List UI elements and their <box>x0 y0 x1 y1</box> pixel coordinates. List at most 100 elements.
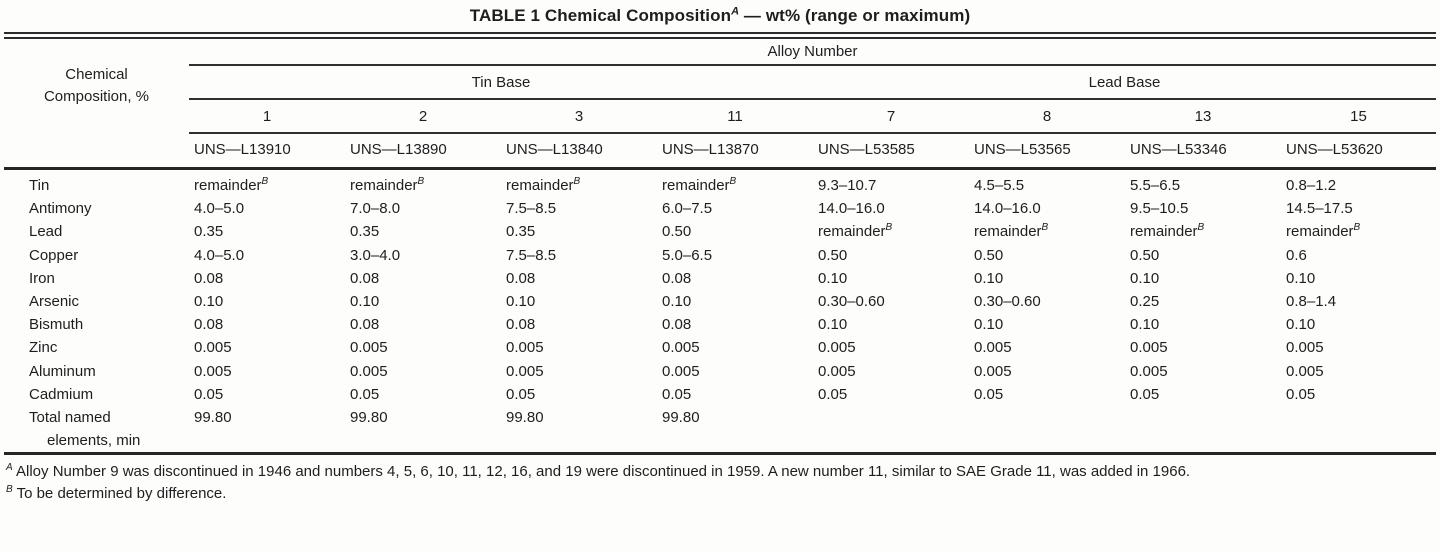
remainder-footnote-ref-b: B <box>573 176 581 187</box>
value-cell: 0.10 <box>974 269 1004 287</box>
value-cell: 0.10 <box>662 293 692 311</box>
value-cell: 0.08 <box>506 269 536 287</box>
alloy-number: 8 <box>969 99 1125 134</box>
value-cell: 7.5–8.5 <box>506 200 557 218</box>
value-cell <box>813 406 969 454</box>
value-cell <box>1281 406 1436 454</box>
value-cell: 0.005 <box>1286 362 1324 380</box>
table-title: TABLE 1 Chemical CompositionA — wt% (ran… <box>0 0 1440 30</box>
title-footnote-ref-a: A <box>731 5 740 18</box>
row-header-label: Chemical Composition, % <box>43 66 150 105</box>
value-cell: 0.50 <box>818 246 848 264</box>
value-cell: 0.35 <box>350 223 380 241</box>
element-label: Zinc <box>4 336 189 359</box>
uns-designation: UNS—L13870 <box>657 133 813 170</box>
value-cell: 0.005 <box>1286 339 1324 357</box>
value-cell: remainderB <box>1130 222 1205 241</box>
value-cell: 0.08 <box>194 316 224 334</box>
value-cell: 0.8–1.4 <box>1286 293 1337 311</box>
value-cell: 0.05 <box>974 385 1004 403</box>
alloy-number-header-row: Chemical Composition, % Alloy Number <box>4 39 1436 105</box>
value-cell: 0.05 <box>1286 385 1316 403</box>
value-cell: 0.10 <box>1286 269 1316 287</box>
remainder-footnote-ref-b: B <box>1197 222 1205 234</box>
value-cell: 0.10 <box>818 269 848 287</box>
value-cell: 14.5–17.5 <box>1286 200 1353 218</box>
value-cell: 99.80 <box>662 409 700 427</box>
value-cell: 0.005 <box>1130 339 1168 357</box>
value-cell: 3.0–4.0 <box>350 246 401 264</box>
element-label-text: Cadmium <box>29 385 94 403</box>
value-cell: 0.005 <box>818 339 856 357</box>
remainder-footnote-ref-b: B <box>1041 222 1049 234</box>
footnote-a: A Alloy Number 9 was discontinued in 194… <box>6 461 1434 483</box>
value-cell: 0.50 <box>1130 246 1160 264</box>
element-label: Iron <box>4 267 189 290</box>
remainder-footnote-ref-b: B <box>1353 222 1361 234</box>
uns-designation-row: UNS—L13910 UNS—L13890 UNS—L13840 UNS—L13870… <box>4 133 1436 170</box>
value-cell: remainderB <box>506 176 581 195</box>
value-cell: 9.5–10.5 <box>1130 200 1189 218</box>
uns-designation: UNS—L13910 <box>189 133 345 170</box>
value-cell: 0.08 <box>506 316 536 334</box>
value-cell: 5.0–6.5 <box>662 246 713 264</box>
double-rule-divider <box>4 32 1436 39</box>
value-cell: 0.08 <box>194 269 224 287</box>
element-label-text: Tin <box>29 177 50 194</box>
spacer-cell <box>4 133 189 170</box>
value-cell: remainderB <box>818 222 893 241</box>
value-cell: 0.05 <box>1130 385 1160 403</box>
element-label: Cadmium <box>4 383 189 406</box>
remainder-footnote-ref-b: B <box>885 222 893 234</box>
value-cell: 0.05 <box>194 385 224 403</box>
value-cell: 0.10 <box>1286 316 1316 334</box>
element-label-text: Zinc <box>29 339 58 357</box>
value-cell: 0.005 <box>974 339 1012 357</box>
value-cell: 0.05 <box>662 385 692 403</box>
value-cell: 0.35 <box>194 223 224 241</box>
table-row: Bismuth 0.08 0.08 0.08 0.08 0.10 0.10 0.10 0.10 <box>4 313 1436 336</box>
value-cell: 0.10 <box>194 293 224 311</box>
value-cell: 0.30–0.60 <box>974 293 1041 311</box>
value-cell: 0.005 <box>194 339 232 357</box>
value-cell <box>1125 406 1281 454</box>
value-cell: 0.005 <box>974 362 1012 380</box>
footnote-a-text: Alloy Number 9 was discontinued in 1946 … <box>16 463 1191 481</box>
value-cell: 99.80 <box>194 409 232 427</box>
value-cell: 99.80 <box>506 409 544 427</box>
alloy-number: 1 <box>189 99 345 134</box>
element-label: Lead <box>4 220 189 243</box>
uns-designation: UNS—L53346 <box>1125 133 1281 170</box>
value-cell: 0.25 <box>1130 293 1160 311</box>
value-cell: 0.6 <box>1286 246 1307 264</box>
element-label-text: Total named elements, min <box>29 409 141 450</box>
table-title-main: TABLE 1 Chemical Composition <box>469 6 732 25</box>
value-cell: 0.30–0.60 <box>818 293 885 311</box>
value-cell: 0.005 <box>662 339 700 357</box>
table-row: Aluminum 0.005 0.005 0.005 0.005 0.005 0.005 0.… <box>4 360 1436 383</box>
value-cell: 0.10 <box>1130 316 1160 334</box>
value-cell: 4.0–5.0 <box>194 200 245 218</box>
alloy-number: 3 <box>501 99 657 134</box>
value-cell <box>969 406 1125 454</box>
footnote-a-marker: A <box>6 462 13 474</box>
table-row: Iron 0.08 0.08 0.08 0.08 0.10 0.10 0.10 0.10 <box>4 267 1436 290</box>
element-label: Antimony <box>4 197 189 220</box>
alloy-number: 15 <box>1281 99 1436 134</box>
value-cell: remainderB <box>194 176 269 195</box>
group-tin-base: Tin Base <box>189 65 813 100</box>
element-label: Total named elements, min <box>4 406 189 454</box>
element-label-text: Iron <box>29 269 55 287</box>
value-cell: 0.35 <box>506 223 536 241</box>
table-row: Arsenic 0.10 0.10 0.10 0.10 0.30–0.60 0.30–0.6… <box>4 290 1436 313</box>
chemical-composition-table: Chemical Composition, % Alloy Number Tin… <box>4 39 1436 456</box>
footnotes: A Alloy Number 9 was discontinued in 194… <box>6 461 1434 505</box>
value-cell: remainderB <box>974 222 1049 241</box>
value-cell: 0.8–1.2 <box>1286 177 1337 194</box>
value-cell: 0.005 <box>1130 362 1168 380</box>
table-row: Tin remainderB remainderB remainderB remaind… <box>4 169 1436 198</box>
value-cell: 0.08 <box>662 269 692 287</box>
value-cell: 0.08 <box>662 316 692 334</box>
alloy-number: 7 <box>813 99 969 134</box>
uns-designation: UNS—L53565 <box>969 133 1125 170</box>
